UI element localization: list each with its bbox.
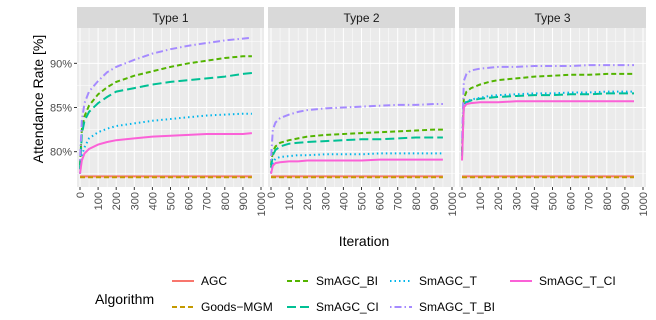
- x-tick-label: 1000: [638, 192, 650, 216]
- facet-panel: Type 1 80% 85% 90% 0 100 200 300 400 500 600 700 800…: [50, 7, 268, 216]
- x-axis-title: Iteration: [339, 233, 390, 249]
- x-tick-label: 600: [375, 192, 387, 210]
- facet-title: Type 3: [534, 11, 570, 25]
- facet-panels: Type 1 80% 85% 90% 0 100 200 300 400 500 600 700 800…: [50, 7, 650, 216]
- series-line: [79, 36, 252, 161]
- legend-label: Goods−MGM: [201, 300, 273, 314]
- x-tick-label: 0: [266, 192, 278, 198]
- facet-panel: Type 2 0 100 200 300 400 500 600 700 800 900 1000: [266, 7, 459, 216]
- legend-item: SmAGC_CI: [287, 300, 379, 314]
- x-tick-label: 700: [393, 192, 405, 210]
- series-line: [270, 128, 443, 166]
- series-line: [79, 132, 252, 174]
- facet-strip: [268, 7, 455, 28]
- x-tick-label: 100: [93, 192, 105, 210]
- y-tick-label: 90%: [50, 58, 72, 70]
- x-tick-label: 700: [202, 192, 214, 210]
- legend-label: AGC: [201, 274, 227, 288]
- x-tick-label: 800: [220, 192, 232, 210]
- y-tick-label: 85%: [50, 103, 72, 115]
- x-tick-label: 0: [75, 192, 87, 198]
- legend: AGC Goods−MGM SmAGC_BI SmAGC_CI SmAGC_T SmAGC…: [172, 274, 616, 314]
- legend-label: SmAGC_T_CI: [539, 274, 616, 288]
- x-tick-label: 900: [620, 192, 632, 210]
- x-tick-label: 500: [548, 192, 560, 210]
- x-tick-label: 500: [166, 192, 178, 210]
- series-line: [461, 100, 634, 161]
- x-tick-label: 900: [238, 192, 250, 210]
- legend-item: SmAGC_T_CI: [510, 274, 616, 288]
- series-line: [79, 72, 252, 170]
- x-tick-label: 400: [147, 192, 159, 210]
- legend-label: SmAGC_BI: [316, 274, 378, 288]
- x-tick-label: 200: [111, 192, 123, 210]
- legend-item: SmAGC_T: [390, 274, 478, 288]
- x-tick-label: 600: [184, 192, 196, 210]
- series-line: [461, 92, 634, 157]
- x-tick-label: 400: [338, 192, 350, 210]
- x-tick-label: 100: [284, 192, 296, 210]
- x-tick-label: 1000: [256, 192, 268, 216]
- x-tick-label: 600: [566, 192, 578, 210]
- series-line: [270, 152, 443, 174]
- facet-title: Type 2: [343, 11, 379, 25]
- x-tick-label: 0: [457, 192, 469, 198]
- series-line: [461, 64, 634, 143]
- x-tick-label: 300: [511, 192, 523, 210]
- y-tick-label: 80%: [50, 147, 72, 159]
- x-tick-label: 300: [129, 192, 141, 210]
- facet-title: Type 1: [152, 11, 188, 25]
- x-tick-label: 500: [357, 192, 369, 210]
- x-tick-label: 300: [320, 192, 332, 210]
- x-tick-label: 100: [475, 192, 487, 210]
- x-tick-label: 800: [602, 192, 614, 210]
- y-axis-title: Attendance Rate [%]: [30, 35, 46, 163]
- series-line: [79, 55, 252, 165]
- legend-title: Algorithm: [95, 291, 154, 307]
- x-tick-label: 200: [302, 192, 314, 210]
- series-line: [270, 136, 443, 168]
- facet-panel: Type 3 0 100 200 300 400 500 600 700 800 900 1000: [457, 7, 650, 216]
- x-tick-label: 1000: [447, 192, 459, 216]
- x-tick-label: 800: [411, 192, 423, 210]
- legend-item: Goods−MGM: [172, 300, 273, 314]
- series-line: [270, 158, 443, 175]
- facet-strip: [77, 7, 264, 28]
- legend-item: AGC: [172, 274, 227, 288]
- series-line: [461, 72, 634, 152]
- x-tick-label: 900: [429, 192, 441, 210]
- legend-label: SmAGC_CI: [316, 300, 379, 314]
- x-tick-label: 400: [529, 192, 541, 210]
- legend-item: SmAGC_T_BI: [390, 300, 495, 314]
- x-tick-label: 700: [584, 192, 596, 210]
- facet-strip: [459, 7, 646, 28]
- x-tick-label: 200: [493, 192, 505, 210]
- legend-label: SmAGC_T_BI: [419, 300, 495, 314]
- legend-item: SmAGC_BI: [287, 274, 378, 288]
- legend-label: SmAGC_T: [419, 274, 478, 288]
